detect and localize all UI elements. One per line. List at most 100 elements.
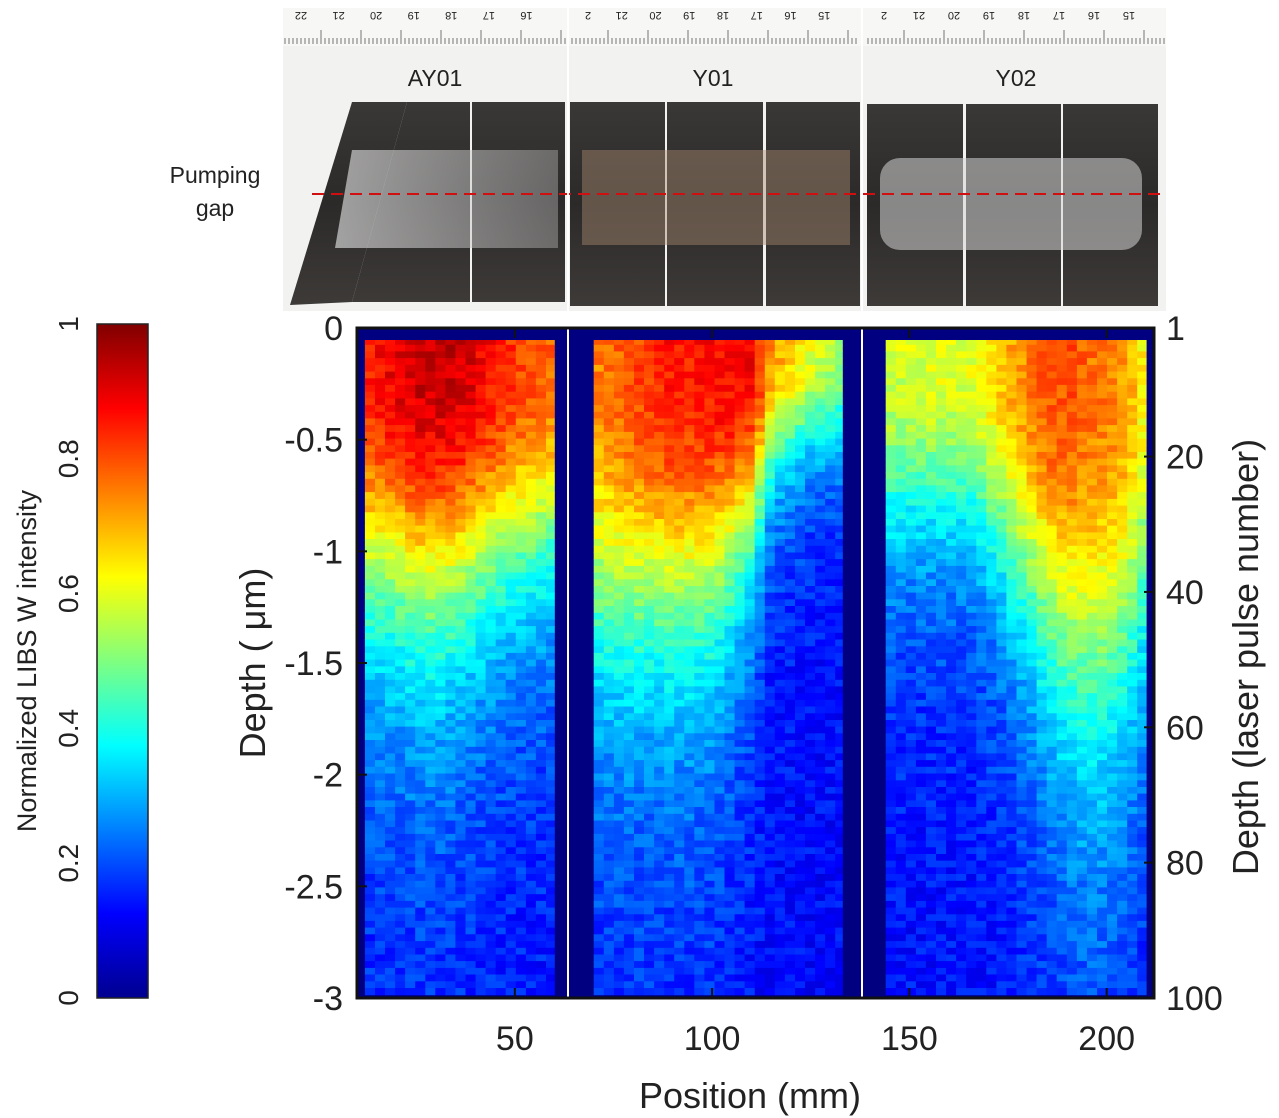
heatmap-cell	[694, 780, 705, 788]
heatmap-cell	[795, 947, 806, 955]
heatmap-cell	[495, 981, 507, 989]
heatmap-cell	[734, 606, 746, 614]
heatmap-cell	[805, 572, 816, 580]
heatmap-cell	[385, 780, 396, 788]
heatmap-cell	[455, 787, 466, 795]
heatmap-cell	[515, 525, 527, 533]
heatmap-cell	[395, 706, 406, 714]
heatmap-cell	[774, 344, 786, 352]
heatmap-cell	[593, 344, 605, 352]
heatmap-cell	[714, 579, 726, 587]
heatmap-cell	[475, 726, 487, 734]
heatmap-cell	[475, 391, 487, 399]
heatmap-cell	[644, 820, 655, 828]
heatmap-cell	[905, 726, 917, 734]
heatmap-cell	[623, 418, 635, 426]
heatmap-cell	[364, 378, 376, 386]
heatmap-cell	[905, 699, 917, 707]
heatmap-cell	[535, 579, 547, 587]
heatmap-cell	[684, 452, 695, 460]
heatmap-cell	[714, 800, 726, 808]
heatmap-cell	[905, 384, 917, 393]
heatmap-cell	[525, 954, 537, 962]
heatmap-cell	[664, 760, 675, 768]
heatmap-cell	[385, 559, 396, 567]
heatmap-cell	[385, 927, 396, 935]
heatmap-cell	[644, 485, 655, 493]
heatmap-cell	[805, 492, 816, 500]
heatmap-cell	[455, 512, 466, 520]
heatmap-cell	[774, 445, 786, 453]
heatmap-cell	[385, 807, 396, 815]
heatmap-cell	[694, 967, 705, 976]
heatmap-cell	[515, 478, 527, 486]
heatmap-cell	[825, 793, 836, 801]
heatmap-cell	[515, 914, 527, 922]
heatmap-cell	[784, 411, 796, 419]
heatmap-cell	[744, 807, 756, 815]
heatmap-cell	[623, 384, 635, 393]
heatmap-cell	[455, 894, 466, 902]
ruler-label: 20	[649, 9, 661, 21]
heatmap-cell	[734, 452, 746, 460]
heatmap-cell	[613, 398, 625, 406]
heatmap-cell	[835, 967, 843, 976]
heatmap-cell	[455, 800, 466, 808]
heatmap-cell	[603, 699, 615, 707]
heatmap-cell	[734, 713, 746, 721]
heatmap-cell	[425, 787, 436, 795]
heatmap-cell	[495, 773, 507, 781]
heatmap-cell	[784, 384, 796, 393]
heatmap-cell	[603, 532, 615, 540]
heatmap-cell	[694, 907, 705, 915]
heatmap-cell	[515, 673, 527, 681]
heatmap-cell	[795, 579, 806, 587]
heatmap-cell	[546, 840, 555, 848]
heatmap-cell	[784, 498, 796, 507]
heatmap-cell	[455, 941, 466, 949]
heatmap-cell	[623, 740, 635, 748]
heatmap-cell	[915, 619, 927, 627]
heatmap-cell	[455, 659, 466, 667]
heatmap-cell	[455, 900, 466, 909]
heatmap-cell	[714, 988, 726, 996]
heatmap-cell	[405, 378, 416, 386]
heatmap-cell	[385, 438, 396, 446]
heatmap-cell	[774, 519, 786, 527]
heatmap-cell	[795, 726, 806, 734]
heatmap-cell	[395, 827, 406, 835]
heatmap-cell	[535, 492, 547, 500]
heatmap-cell	[764, 465, 776, 473]
heatmap-cell	[825, 525, 836, 533]
heatmap-cell	[505, 458, 517, 466]
heatmap-cell	[664, 699, 675, 707]
heatmap-cell	[395, 586, 406, 594]
heatmap-cell	[895, 592, 907, 600]
heatmap-cell	[744, 920, 756, 929]
heatmap-cell	[694, 565, 705, 574]
heatmap-cell	[623, 652, 635, 661]
heatmap-cell	[495, 532, 507, 540]
heatmap-cell	[455, 378, 466, 386]
heatmap-cell	[435, 478, 446, 486]
heatmap-cell	[405, 934, 416, 942]
heatmap-cell	[435, 981, 446, 989]
heatmap-cell	[704, 391, 715, 399]
heatmap-cell	[704, 405, 715, 413]
ruler-label: 17	[751, 9, 763, 21]
heatmap-cell	[784, 874, 796, 882]
heatmap-cell	[825, 512, 836, 520]
heatmap-cell	[885, 867, 897, 875]
heatmap-cell	[613, 586, 625, 594]
heatmap-cell	[774, 599, 786, 607]
heatmap-cell	[784, 519, 796, 527]
heatmap-cell	[535, 974, 547, 982]
heatmap-cell	[895, 699, 907, 707]
heatmap-cell	[774, 894, 786, 902]
heatmap-cell	[784, 532, 796, 540]
heatmap-cell	[375, 954, 386, 962]
heatmap-cell	[525, 659, 537, 667]
heatmap-cell	[664, 492, 675, 500]
heatmap-cell	[664, 358, 675, 366]
heatmap-cell	[674, 894, 685, 902]
